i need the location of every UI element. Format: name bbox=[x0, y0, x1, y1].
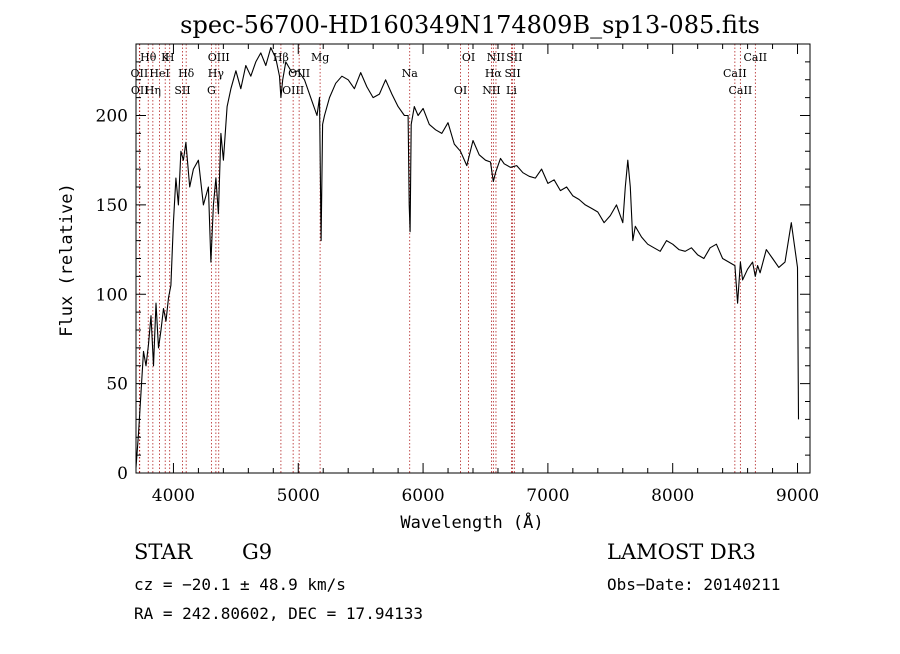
spectral-line-label: OII bbox=[131, 67, 149, 80]
spectral-line-label: CaII bbox=[723, 67, 747, 80]
x-tick-label: 8000 bbox=[651, 486, 694, 506]
x-tick-label: 7000 bbox=[526, 486, 569, 506]
spectral-line-label: Li bbox=[506, 84, 517, 97]
spectral-line-label: OI bbox=[462, 51, 475, 64]
object-class: STAR bbox=[134, 540, 193, 564]
x-axis-label: Wavelength (Å) bbox=[400, 511, 543, 533]
y-tick-label: 200 bbox=[96, 107, 128, 127]
spectral-line-label: H bbox=[165, 51, 175, 64]
spectral-line-label: SII bbox=[174, 84, 190, 97]
spectral-line-label: OII bbox=[131, 84, 149, 97]
spectral-line-labels-layer: HθOIIOIIKHeIHηHHδSIIOIIIHγGHβOIIIOIIIMgN… bbox=[131, 51, 768, 97]
x-tick-label: 5000 bbox=[277, 486, 320, 506]
spectral-line-label: Hη bbox=[145, 84, 161, 97]
coordinates-info: RA = 242.80602, DEC = 17.94133 bbox=[134, 604, 423, 623]
spectral-lines-layer bbox=[138, 44, 756, 473]
spectral-line-label: OIII bbox=[208, 51, 230, 64]
plot-frame bbox=[135, 43, 811, 474]
x-axis-ticks: 4000 5000 6000 7000 8000 9000 bbox=[152, 44, 819, 506]
spectral-line-label: CaII bbox=[743, 51, 767, 64]
y-axis-label: Flux (relative) bbox=[57, 183, 77, 337]
spectral-line-label: OI bbox=[454, 84, 467, 97]
x-tick-label: 4000 bbox=[152, 486, 195, 506]
spectral-line-label: OIII bbox=[282, 84, 304, 97]
spectral-line-label: SII bbox=[504, 67, 520, 80]
redshift-info: cz = −20.1 ± 48.9 km/s bbox=[134, 575, 346, 594]
spectral-line-label: SII bbox=[506, 51, 522, 64]
y-tick-label: 100 bbox=[96, 285, 128, 305]
observation-date: Obs−Date: 20140211 bbox=[607, 575, 780, 594]
spectral-line-label: Hγ bbox=[208, 67, 225, 80]
spectral-line-label: Mg bbox=[311, 51, 329, 64]
spectral-line-label: K bbox=[161, 51, 170, 64]
spectral-line-label: OIII bbox=[288, 67, 310, 80]
x-tick-label: 6000 bbox=[401, 486, 444, 506]
object-subclass: G9 bbox=[242, 540, 272, 564]
survey-name: LAMOST DR3 bbox=[607, 540, 756, 564]
y-tick-label: 50 bbox=[106, 375, 128, 395]
spectral-line-label: NII bbox=[482, 84, 500, 97]
y-tick-label: 0 bbox=[117, 464, 128, 484]
spectral-line-label: Hδ bbox=[178, 67, 195, 80]
spectral-line-label: Hθ bbox=[140, 51, 157, 64]
spectral-line-label: G bbox=[207, 84, 216, 97]
spectral-line-label: Na bbox=[402, 67, 419, 80]
x-tick-label: 9000 bbox=[776, 486, 819, 506]
spectral-line-label: CaII bbox=[729, 84, 753, 97]
spectral-line-label: HeI bbox=[149, 67, 169, 80]
spectral-line-label: Hα bbox=[485, 67, 503, 80]
y-axis-ticks: 0 50 100 150 200 bbox=[96, 43, 810, 484]
spectral-line-label: Hβ bbox=[273, 51, 289, 64]
spectral-line-label: NII bbox=[487, 51, 505, 64]
spectrum-series-line bbox=[135, 47, 800, 468]
y-tick-label: 150 bbox=[96, 196, 128, 216]
chart-title: spec-56700-HD160349N174809B_sp13-085.fit… bbox=[180, 11, 760, 39]
